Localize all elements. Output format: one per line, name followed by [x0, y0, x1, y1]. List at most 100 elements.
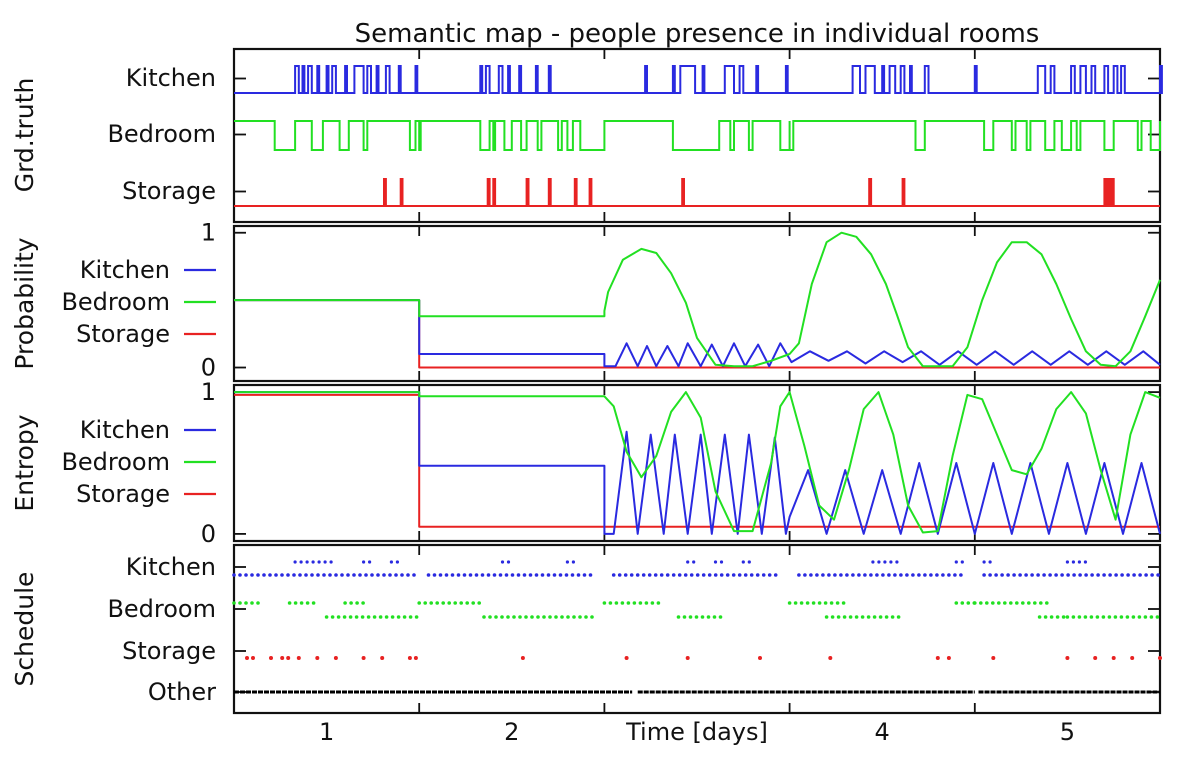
- schedule-dot-bedroom: [842, 615, 847, 619]
- schedule-dot-kitchen: [394, 573, 398, 577]
- schedule-dot-kitchen: [1132, 573, 1136, 577]
- schedule-dot-kitchen: [305, 560, 309, 564]
- schedule-dot-bedroom: [584, 615, 588, 619]
- schedule-dot-bedroom: [979, 601, 983, 605]
- schedule-dot-bedroom: [676, 615, 681, 619]
- schedule-dot-bedroom: [512, 615, 516, 619]
- schedule-dot-kitchen: [1083, 560, 1087, 564]
- schedule-dot-bedroom: [500, 615, 504, 619]
- schedule-dot-storage: [935, 656, 940, 660]
- schedule-dot-bedroom: [238, 601, 242, 605]
- schedule-dot-bedroom: [1003, 601, 1007, 605]
- schedule-dot-kitchen: [905, 573, 909, 577]
- series-line-kitchen: [234, 391, 1161, 535]
- schedule-dot-kitchen: [988, 573, 992, 577]
- schedule-dot-kitchen: [346, 573, 350, 577]
- schedule-dot-bedroom: [482, 615, 486, 619]
- schedule-dot-storage: [1158, 656, 1162, 660]
- schedule-dot-bedroom: [408, 615, 413, 619]
- schedule-dot-bedroom: [817, 601, 822, 605]
- schedule-dot-bedroom: [299, 601, 304, 605]
- schedule-dot-kitchen: [725, 573, 730, 577]
- schedule-dot-kitchen: [1036, 573, 1040, 577]
- schedule-dot-bedroom: [1149, 615, 1154, 619]
- schedule-dot-bedroom: [1125, 615, 1130, 619]
- schedule-dot-kitchen: [653, 573, 658, 577]
- schedule-dot-kitchen: [576, 573, 581, 577]
- schedule-dot-kitchen: [364, 573, 368, 577]
- schedule-dot-kitchen: [412, 573, 416, 577]
- schedule-dot-kitchen: [565, 560, 570, 564]
- schedule-dot-kitchen: [1066, 573, 1070, 577]
- schedule-dot-kitchen: [623, 573, 628, 577]
- schedule-dot-kitchen: [400, 573, 404, 577]
- schedule-dot-bedroom: [805, 601, 810, 605]
- schedule-dot-kitchen: [286, 573, 290, 577]
- schedule-dot-kitchen: [863, 573, 867, 577]
- schedule-dot-storage: [251, 656, 255, 660]
- schedule-dot-kitchen: [558, 573, 563, 577]
- schedule-dot-kitchen: [280, 573, 284, 577]
- schedule-dot-kitchen: [713, 573, 718, 577]
- schedule-dot-kitchen: [749, 573, 754, 577]
- series-line-bedroom: [234, 231, 1161, 368]
- schedule-dot-kitchen: [935, 573, 939, 577]
- schedule-dot-kitchen: [310, 573, 314, 577]
- schedule-dot-kitchen: [1042, 573, 1046, 577]
- schedule-dot-kitchen: [994, 573, 998, 577]
- schedule-dot-kitchen: [510, 573, 515, 577]
- y-axis-label: Probability: [10, 237, 39, 369]
- schedule-dot-bedroom: [1039, 601, 1043, 605]
- schedule-dot-bedroom: [1143, 615, 1148, 619]
- schedule-dot-bedroom: [1055, 615, 1060, 619]
- schedule-dot-bedroom: [1077, 615, 1082, 619]
- schedule-dot-kitchen: [695, 573, 700, 577]
- schedule-dot-bedroom: [453, 601, 458, 605]
- schedule-dot-bedroom: [1037, 615, 1042, 619]
- schedule-dot-bedroom: [429, 601, 434, 605]
- schedule-dot-kitchen: [683, 573, 688, 577]
- schedule-dot-storage: [1065, 656, 1070, 660]
- schedule-dot-bedroom: [361, 601, 365, 605]
- schedule-dot-kitchen: [1006, 573, 1010, 577]
- series-line-kitchen: [234, 299, 1161, 368]
- schedule-dot-bedroom: [1137, 615, 1142, 619]
- schedule-dot-kitchen: [504, 573, 509, 577]
- schedule-dot-bedroom: [524, 615, 528, 619]
- schedule-dot-bedroom: [459, 601, 464, 605]
- schedule-dot-kitchen: [474, 573, 479, 577]
- schedule-dot-kitchen: [755, 573, 760, 577]
- schedule-dot-kitchen: [629, 573, 634, 577]
- schedule-dot-kitchen: [839, 573, 843, 577]
- schedule-dot-kitchen: [1144, 573, 1148, 577]
- schedule-dot-bedroom: [1113, 615, 1118, 619]
- schedule-dot-bedroom: [311, 601, 316, 605]
- y-axis-label: Schedule: [10, 572, 39, 687]
- schedule-dot-storage: [413, 656, 418, 660]
- schedule-dot-kitchen: [833, 573, 837, 577]
- schedule-dot-storage: [407, 656, 412, 660]
- schedule-dot-kitchen: [522, 573, 527, 577]
- schedule-dot-kitchen: [426, 573, 431, 577]
- schedule-dot-bedroom: [1083, 615, 1088, 619]
- schedule-dot-kitchen: [875, 573, 879, 577]
- schedule-dot-kitchen: [358, 573, 362, 577]
- schedule-dot-kitchen: [588, 573, 593, 577]
- schedule-dot-bedroom: [536, 615, 540, 619]
- schedule-dot-storage: [624, 656, 629, 660]
- schedule-dot-kitchen: [564, 573, 569, 577]
- schedule-dot-bedroom: [1089, 615, 1094, 619]
- schedule-dot-bedroom: [349, 601, 353, 605]
- schedule-dot-bedroom: [890, 615, 895, 619]
- schedule-dot-storage: [946, 656, 951, 660]
- schedule-dot-bedroom: [506, 615, 510, 619]
- schedule-dot-kitchen: [244, 573, 248, 577]
- schedule-dot-bedroom: [954, 601, 959, 605]
- schedule-dot-bedroom: [872, 615, 877, 619]
- schedule-dot-kitchen: [298, 573, 302, 577]
- schedule-dot-bedroom: [1119, 615, 1124, 619]
- schedule-dot-bedroom: [305, 601, 310, 605]
- schedule-dot-kitchen: [803, 573, 807, 577]
- schedule-dot-bedroom: [471, 601, 476, 605]
